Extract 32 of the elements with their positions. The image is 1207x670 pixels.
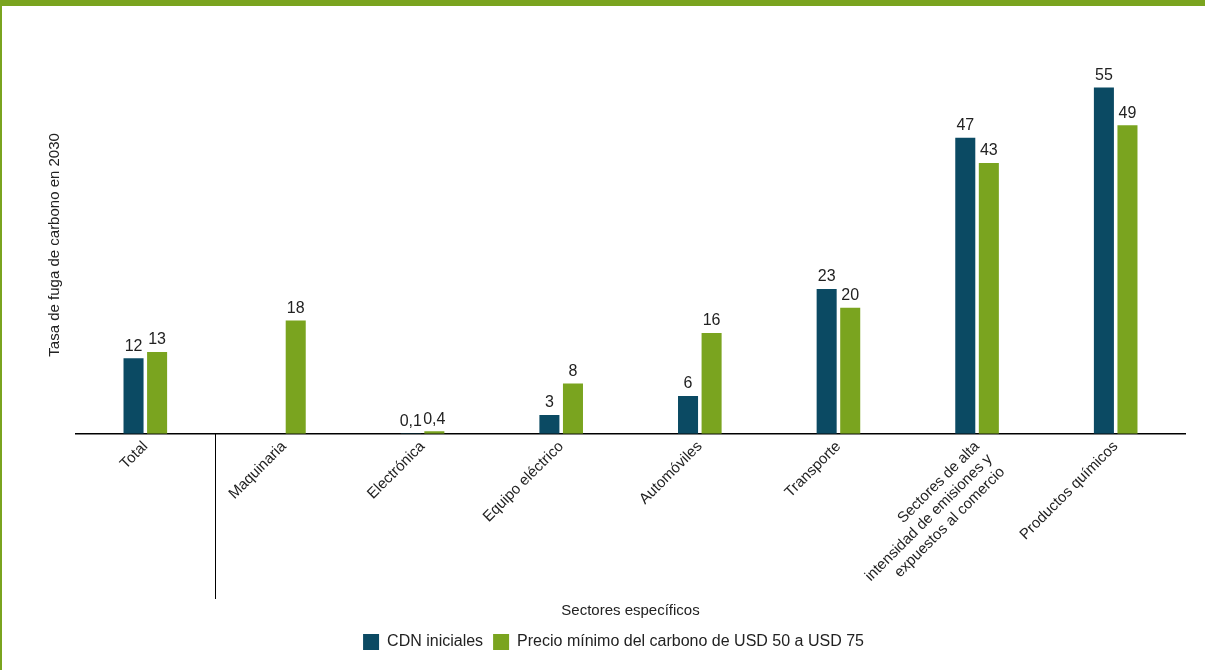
data-label: 23 [817, 267, 836, 285]
bar [701, 333, 722, 434]
data-label: 13 [148, 330, 167, 348]
bar [285, 320, 306, 434]
data-label: 55 [1095, 65, 1113, 83]
y-axis-title: Tasa de fuga de carbono en 2030 [45, 133, 63, 357]
bar [1117, 125, 1138, 434]
bar [539, 414, 560, 434]
data-label: 3 [544, 393, 554, 411]
data-label: 8 [568, 361, 578, 379]
data-label: 47 [956, 116, 975, 134]
data-label: 0,1 [399, 411, 422, 429]
bar [955, 137, 976, 434]
data-label: 16 [702, 311, 721, 329]
bar [562, 383, 583, 434]
bar [816, 288, 837, 434]
bar [978, 163, 999, 434]
data-label: 20 [841, 286, 860, 304]
bar [123, 358, 144, 434]
data-label: 49 [1118, 103, 1137, 121]
bar [147, 351, 168, 434]
bar [840, 307, 861, 434]
x-axis-title: Sectores específicos [561, 601, 700, 619]
data-label: 43 [979, 141, 998, 159]
legend-label: CDN iniciales [387, 632, 484, 650]
data-label: 0,4 [423, 409, 446, 427]
data-label: 6 [683, 374, 693, 392]
legend-label: Precio mínimo del carbono de USD 50 a USD 75 [517, 632, 865, 650]
bar [678, 395, 699, 434]
data-label: 12 [124, 336, 143, 354]
data-label: 18 [286, 298, 305, 316]
bar [1093, 87, 1114, 434]
